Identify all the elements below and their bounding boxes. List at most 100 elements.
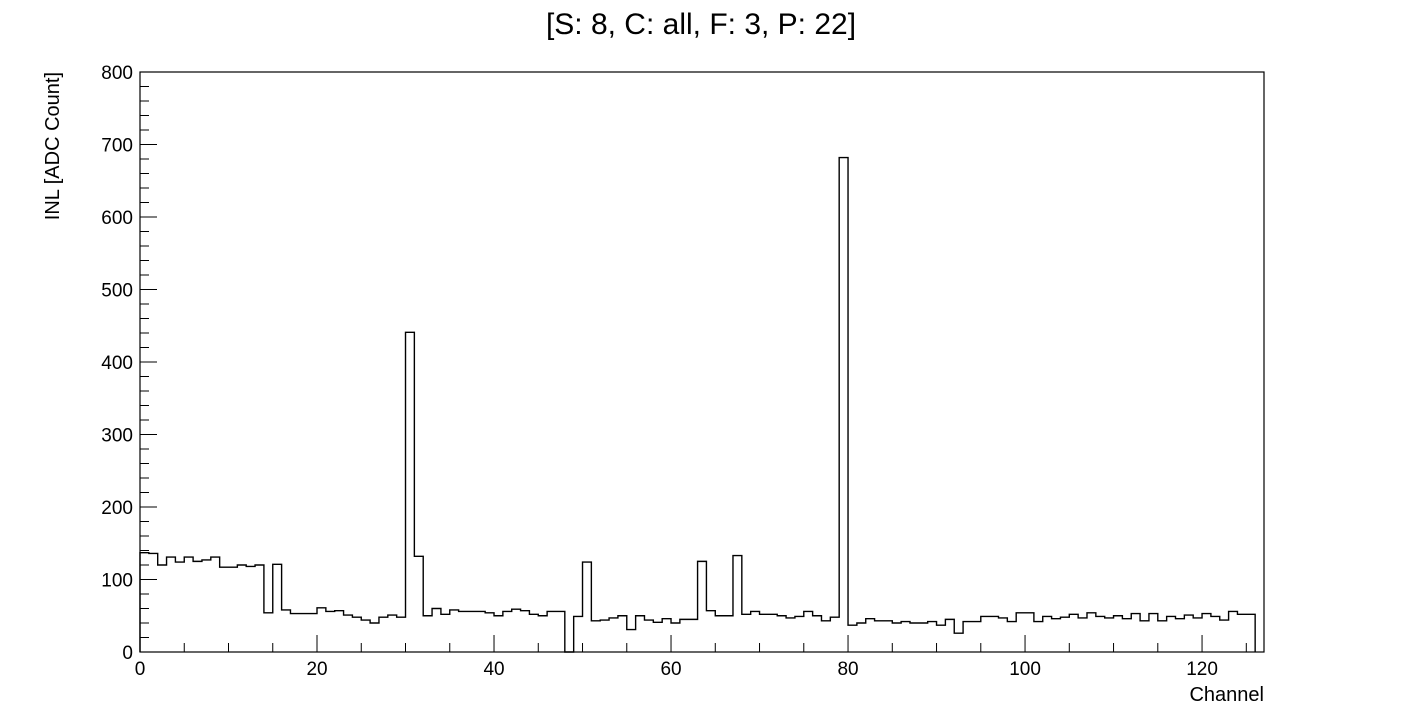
histogram-bin [662, 619, 671, 652]
y-tick-label: 300 [101, 426, 133, 447]
histogram-bin [671, 623, 680, 652]
histogram-bin [866, 619, 875, 652]
histogram-bin [211, 557, 220, 652]
x-axis-label: Channel [1189, 684, 1264, 706]
histogram-bin [644, 620, 653, 652]
y-tick-label: 100 [101, 571, 133, 592]
histogram-bin [990, 616, 999, 652]
histogram-bin [326, 611, 335, 652]
histogram-bin [529, 614, 538, 652]
histogram-bin [290, 614, 299, 652]
histogram-bin [1122, 619, 1131, 652]
histogram-bin [388, 615, 397, 652]
histogram-bin [264, 613, 273, 652]
x-tick-label: 20 [306, 659, 327, 680]
histogram-bin [821, 621, 830, 652]
histogram-bin [1175, 619, 1184, 652]
x-tick-label: 40 [483, 659, 504, 680]
histogram-outline [139, 156, 1256, 653]
histogram-bin [600, 620, 609, 652]
histogram-bin [1202, 614, 1211, 652]
histogram-bin [1184, 615, 1193, 652]
histogram-bin [317, 608, 326, 652]
histogram-bin [768, 614, 777, 652]
histogram-bin [706, 611, 715, 652]
histogram-bin [715, 616, 724, 652]
histogram-bin [1237, 614, 1246, 652]
histogram-bin [202, 560, 211, 652]
histogram-bin [998, 618, 1007, 652]
chart-title: [S: 8, C: all, F: 3, P: 22] [546, 8, 856, 41]
axis-ticks: 0 100 200 300 400 500 600 700 800 0 20 40 60 80 100 120 [101, 63, 1247, 680]
histogram-bin [627, 630, 636, 652]
histogram-bin [273, 564, 282, 652]
histogram-bin [1193, 618, 1202, 652]
histogram-bin [698, 561, 707, 652]
histogram-bin [1060, 617, 1069, 652]
histogram-bin [344, 615, 353, 652]
histogram-bin [193, 561, 202, 652]
histogram-bin [1016, 613, 1025, 652]
histogram-bin [220, 567, 229, 652]
histogram-bin [892, 623, 901, 652]
histogram-bin [1034, 622, 1043, 652]
histogram-bin [804, 611, 813, 652]
histogram-bin [1140, 621, 1149, 652]
histogram-bin [140, 553, 149, 652]
histogram-bin [733, 556, 742, 652]
histogram-bin [680, 619, 689, 652]
histogram-bin [237, 565, 246, 652]
x-tick-label: 60 [660, 659, 681, 680]
histogram-bin [167, 557, 176, 652]
histogram-bin [591, 621, 600, 652]
x-tick-label: 80 [837, 659, 858, 680]
histogram-bin [1087, 613, 1096, 652]
histogram-bin [1043, 616, 1052, 652]
histogram-bin [1096, 616, 1105, 652]
histogram-bin [1149, 614, 1158, 652]
y-axis-label: INL [ADC Count] [42, 72, 64, 220]
histogram-bin [609, 618, 618, 652]
histogram-bin [476, 611, 485, 652]
histogram-bin [910, 623, 919, 652]
histogram-bin [848, 625, 857, 652]
histogram-bin [485, 613, 494, 652]
histogram-bin [361, 620, 370, 652]
histogram-bin [397, 617, 406, 652]
histogram-bin [883, 621, 892, 652]
histogram-bin [282, 610, 291, 652]
x-tick-label: 0 [135, 659, 146, 680]
histogram-bin [512, 609, 521, 652]
histogram-bin [1131, 614, 1140, 652]
histogram-bin [875, 621, 884, 652]
histogram-bin [299, 614, 308, 652]
histogram-bin [919, 623, 928, 652]
histogram-bin [972, 622, 981, 652]
histogram-bin [742, 614, 751, 652]
histogram-bin [1007, 622, 1016, 652]
histogram-bin [1078, 618, 1087, 652]
histogram-bin [963, 622, 972, 652]
histogram-bin [1052, 619, 1061, 652]
histogram-bin [370, 623, 379, 652]
histogram-bin [618, 616, 627, 652]
histogram-bin [467, 611, 476, 652]
histogram-bin [724, 616, 733, 652]
histogram-bin [503, 611, 512, 652]
histogram-bin [574, 616, 583, 652]
histogram-bin [255, 565, 264, 652]
histogram-bin [547, 611, 556, 652]
histogram-bin [857, 623, 866, 652]
histogram-bin [521, 611, 530, 652]
histogram-bin [184, 557, 193, 652]
histogram-bin [636, 616, 645, 652]
y-tick-label: 400 [101, 353, 133, 374]
histogram-bin [830, 617, 839, 652]
histogram-bin [751, 611, 760, 652]
y-tick-label: 0 [122, 643, 133, 664]
histogram-bin [760, 614, 769, 652]
histogram-bin [795, 616, 804, 652]
histogram-bin [945, 619, 954, 652]
histogram-bin [1229, 611, 1238, 652]
